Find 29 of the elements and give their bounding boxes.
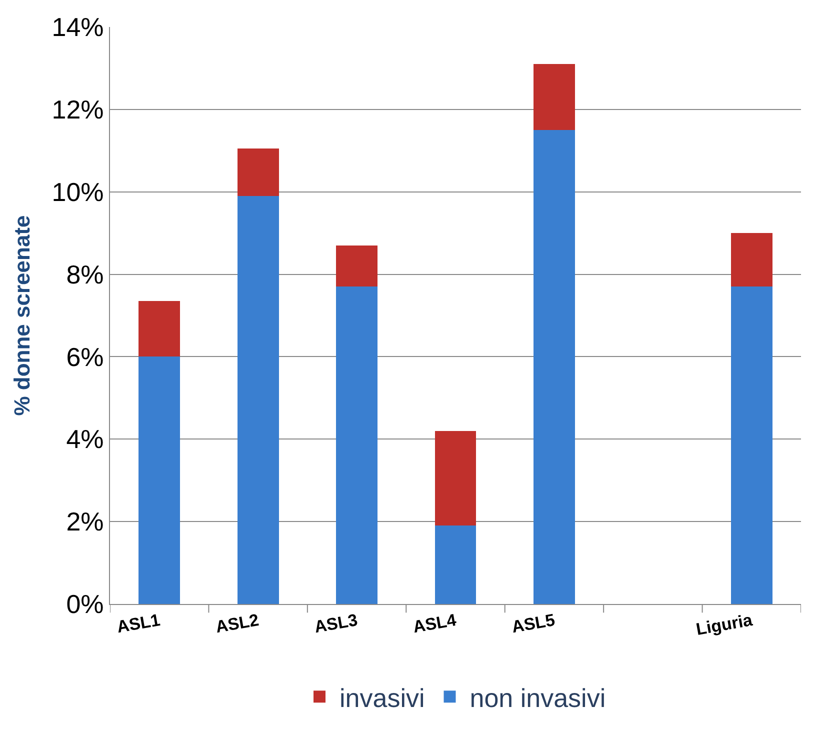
- bar: [237, 196, 279, 604]
- bar: [336, 245, 378, 287]
- legend-label: non invasivi: [470, 682, 606, 713]
- bar: [138, 356, 180, 604]
- x-tick-label: ASL4: [412, 610, 458, 637]
- bar: [533, 130, 575, 604]
- bar: [730, 233, 772, 287]
- y-axis-title: % donne screenate: [10, 215, 35, 416]
- y-tick-label: 14%: [52, 12, 104, 42]
- y-tick-label: 0%: [66, 589, 104, 620]
- y-tick-label: 12%: [52, 94, 104, 125]
- y-tick-label: 2%: [66, 506, 104, 537]
- bar: [434, 526, 476, 604]
- legend-label: invasivi: [340, 682, 425, 713]
- y-tick-label: 10%: [52, 176, 104, 207]
- x-tick-label: ASL2: [214, 610, 260, 637]
- bar: [138, 301, 180, 357]
- bar: [434, 430, 476, 526]
- bar: [533, 64, 575, 130]
- bar: [730, 286, 772, 604]
- y-tick-label: 4%: [66, 424, 104, 454]
- y-tick-label: 6%: [66, 342, 104, 372]
- x-tick-label: ASL3: [312, 610, 359, 637]
- x-tick-label: ASL1: [115, 610, 162, 637]
- x-tick-label: Liguria: [694, 610, 754, 640]
- y-tick-label: 8%: [66, 259, 104, 290]
- x-tick-label: ASL5: [510, 610, 556, 637]
- bar: [237, 148, 279, 196]
- bar: [336, 286, 378, 604]
